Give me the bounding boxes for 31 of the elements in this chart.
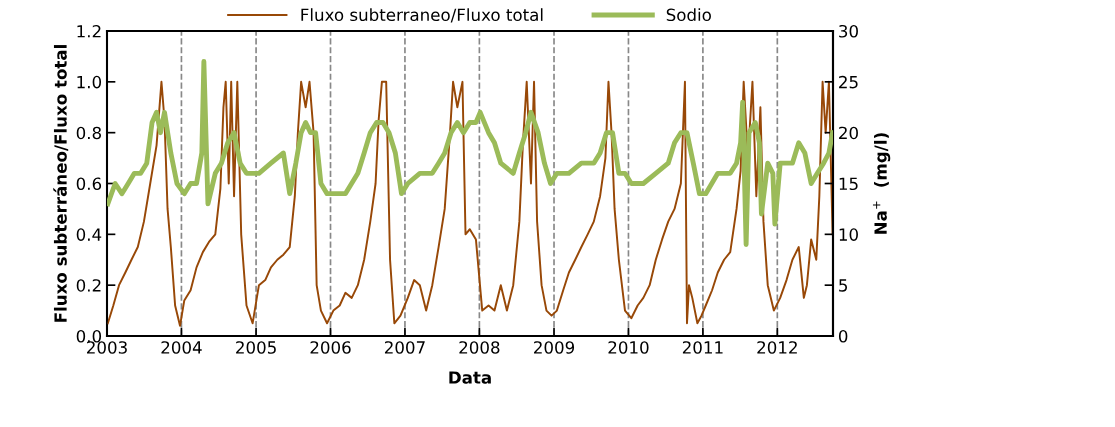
y2-tick-label: 5 (839, 279, 848, 292)
x-tick-label: 2010 (608, 341, 649, 354)
x-tick-label: 2008 (459, 341, 500, 354)
y2-tick-label: 15 (839, 177, 858, 191)
y2-tick-label: 30 (839, 24, 858, 38)
line-series (107, 59, 833, 247)
y-tick-label: 1.2 (77, 24, 101, 38)
x-tick-label: 2003 (87, 341, 127, 354)
y2-tick-label: 25 (839, 75, 858, 89)
y-tick-label: 0.6 (76, 177, 102, 191)
x-axis-title: Data (449, 371, 491, 384)
legend-label: Sodio (666, 8, 711, 22)
y-axis-title: Fluxo subterráneo/Fluxo total (53, 45, 69, 322)
x-tick-label: 2012 (757, 341, 797, 354)
y-tick-label: 0.4 (76, 228, 102, 241)
x-tick-label: 2006 (310, 341, 351, 354)
legend-label: Fluxo subterraneo/Fluxo total (301, 8, 543, 23)
x-tick-label: 2005 (236, 341, 276, 354)
y2-tick-label: 0 (838, 329, 848, 343)
y-tick-label: 0.0 (76, 329, 102, 343)
y2-tick-label: 20 (839, 126, 858, 140)
x-tick-label: 2007 (384, 341, 425, 354)
y-tick-label: 0.2 (76, 279, 101, 292)
y2-tick-label: 10 (839, 228, 858, 241)
x-tick-label: 2004 (161, 341, 202, 354)
y-tick-label: 1.0 (77, 75, 102, 89)
x-tick-label: 2011 (682, 341, 723, 354)
text: Na$^{+}$ (mg/l) (872, 133, 891, 234)
y-tick-label: 0.8 (76, 126, 101, 140)
x-tick-label: 2009 (534, 341, 575, 354)
line-series (107, 80, 833, 327)
